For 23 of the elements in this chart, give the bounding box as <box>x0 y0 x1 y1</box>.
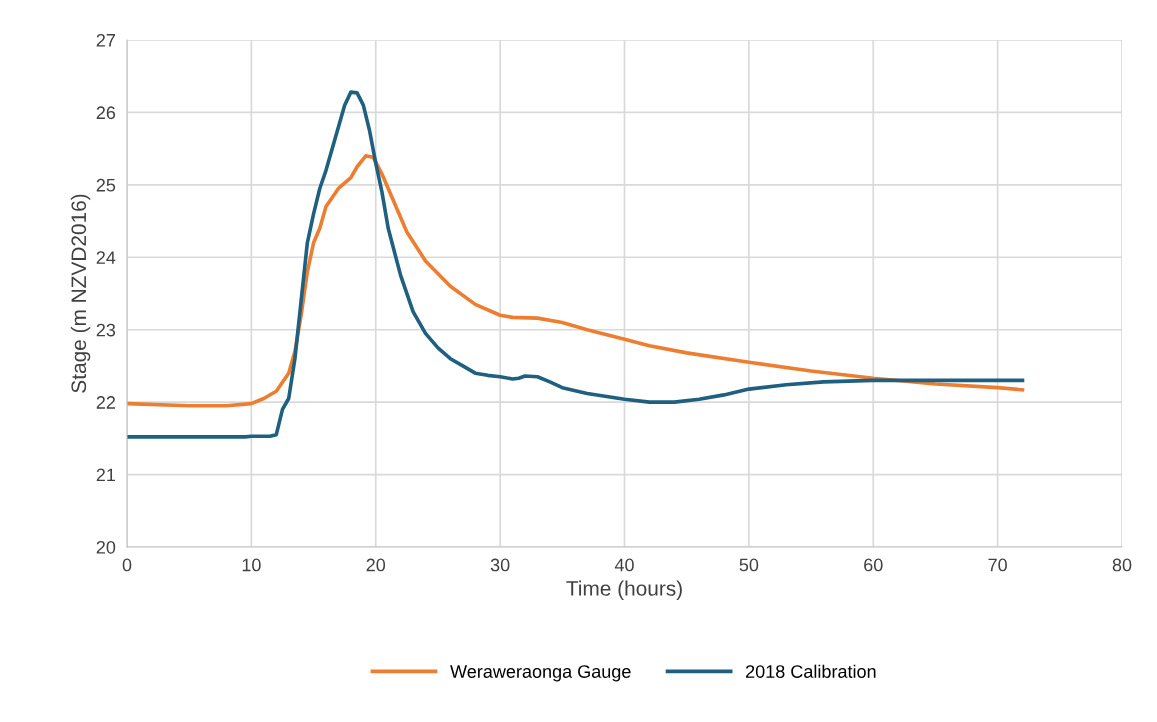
y-tick-label: 21 <box>96 468 116 482</box>
legend-label: Weraweraonga Gauge <box>450 665 631 682</box>
legend-label: 2018 Calibration <box>746 664 876 678</box>
line-series <box>127 154 1025 408</box>
y-tick-label: 25 <box>96 178 116 192</box>
y-tick-label: 24 <box>96 251 116 264</box>
x-axis-title: Time (hours) <box>566 580 682 600</box>
line-series <box>127 90 1025 439</box>
y-tick-label: 27 <box>96 33 115 47</box>
x-tick-label: 60 <box>864 558 883 572</box>
y-tick-label: 23 <box>96 323 116 337</box>
y-tick-label: 20 <box>96 540 116 554</box>
x-tick-label: 30 <box>490 558 510 572</box>
x-tick-label: 0 <box>122 558 132 572</box>
x-tick-label: 70 <box>988 558 1007 572</box>
y-tick-label: 22 <box>96 396 115 409</box>
x-tick-label: 10 <box>242 558 261 572</box>
x-tick-label: 20 <box>366 558 386 572</box>
x-tick-label: 40 <box>614 558 634 572</box>
y-axis-title: Stage (m NZVD2016) <box>70 194 91 393</box>
x-tick-label: 80 <box>1112 558 1132 572</box>
y-tick-label: 26 <box>96 106 116 120</box>
x-tick-label: 50 <box>739 558 759 572</box>
